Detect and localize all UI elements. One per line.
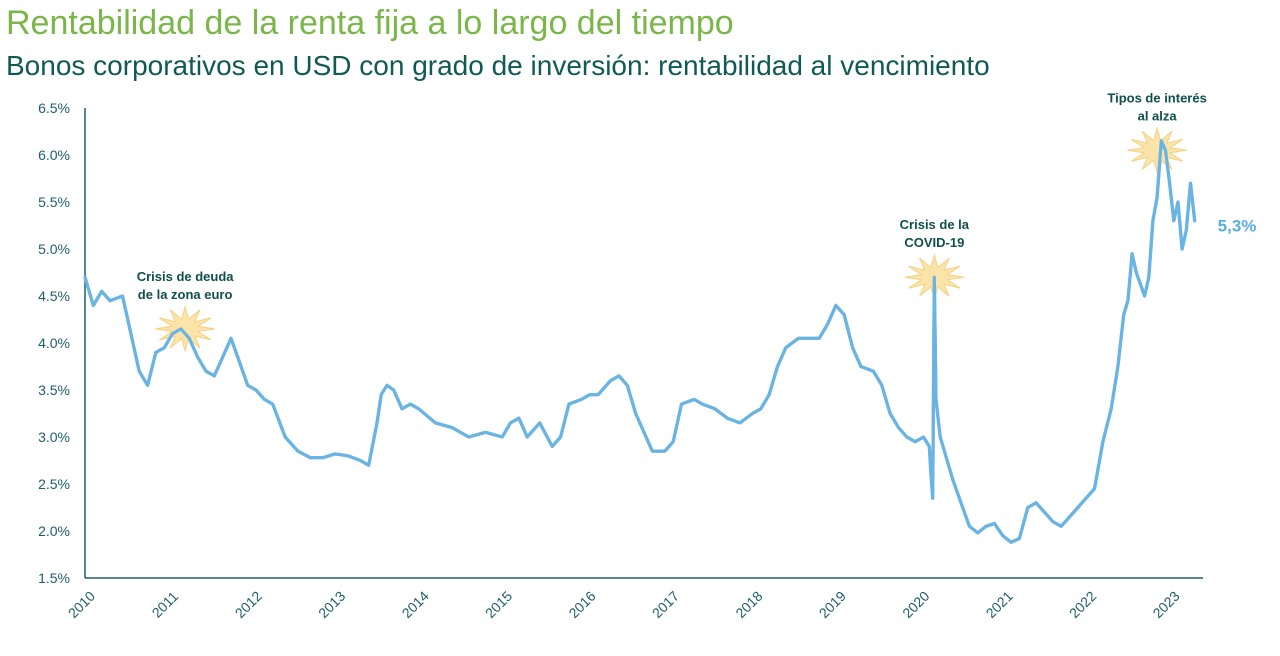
- series-line: [83, 139, 1197, 544]
- axes: 1.5% 2.0% 2.5% 3.0% 3.5% 4.0% 4.5% 5.0% 5.5% 6.0%…: [38, 100, 1203, 621]
- y-tick-label: 4.0%: [38, 335, 70, 351]
- x-tick-label: 2022: [1066, 588, 1099, 621]
- annotation-label: Crisis de deuda: [137, 269, 235, 284]
- x-tick-label: 2012: [232, 588, 265, 621]
- y-tick-label: 3.5%: [38, 382, 70, 398]
- annotation-label: COVID-19: [904, 235, 964, 250]
- y-tick-label: 6.5%: [38, 100, 70, 116]
- x-tick-label: 2015: [482, 588, 515, 621]
- annotation-label: de la zona euro: [138, 287, 233, 302]
- starburst-icon: [155, 305, 215, 353]
- y-tick-label: 2.0%: [38, 523, 70, 539]
- y-tick-label: 1.5%: [38, 570, 70, 586]
- x-tick-label: 2014: [399, 588, 432, 621]
- x-tick-label: 2010: [65, 588, 98, 621]
- x-tick-label: 2018: [732, 588, 765, 621]
- x-tick-label: 2020: [899, 588, 932, 621]
- chart-marks: [83, 139, 1197, 544]
- x-tick-label: 2011: [149, 588, 182, 621]
- x-tick-label: 2023: [1149, 588, 1182, 621]
- chart-subtitle: Bonos corporativos en USD con grado de i…: [6, 50, 990, 81]
- x-tick-label: 2019: [816, 588, 849, 621]
- starburst-icon: [1127, 126, 1187, 175]
- last-value-label: 5,3%: [1218, 217, 1257, 236]
- y-tick-label: 6.0%: [38, 147, 70, 163]
- chart-title: Rentabilidad de la renta fija a lo largo…: [6, 4, 734, 42]
- x-tick-label: 2016: [565, 588, 598, 621]
- y-tick-label: 4.5%: [38, 288, 70, 304]
- y-tick-label: 5.5%: [38, 194, 70, 210]
- y-tick-label: 5.0%: [38, 241, 70, 257]
- annotation-label: Tipos de interés: [1107, 90, 1206, 105]
- annotations: Crisis de deuda de la zona euro Crisis de …: [83, 90, 1257, 544]
- x-tick-label: 2017: [649, 588, 682, 621]
- x-tick-label: 2021: [983, 588, 1016, 621]
- y-tick-label: 3.0%: [38, 429, 70, 445]
- y-tick-label: 2.5%: [38, 476, 70, 492]
- series-line-overlay: [83, 139, 1197, 544]
- annotation-label: Crisis de la: [900, 217, 970, 232]
- annotation-label: al alza: [1138, 108, 1178, 123]
- x-tick-label: 2013: [315, 588, 348, 621]
